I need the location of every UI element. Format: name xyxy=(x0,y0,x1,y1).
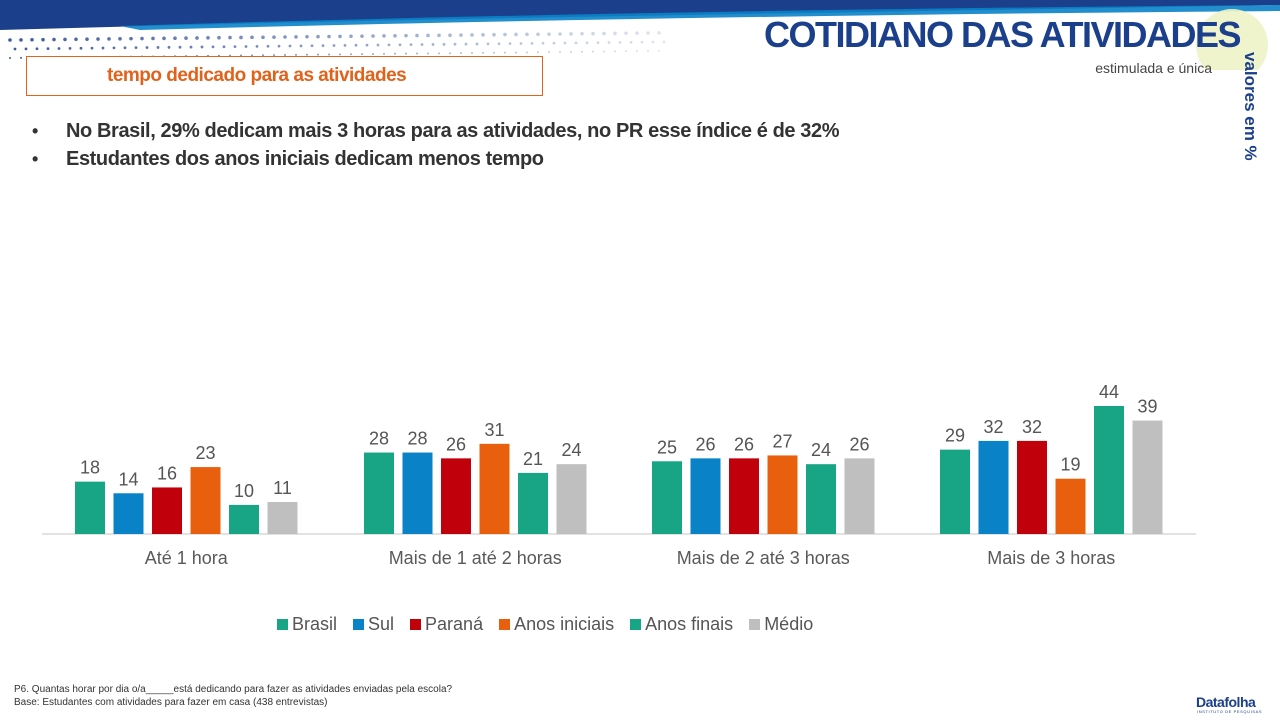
bar xyxy=(1055,478,1086,534)
x-tick-label: Mais de 1 até 2 horas xyxy=(389,548,562,568)
bar-data-label: 19 xyxy=(1060,455,1080,475)
bar xyxy=(844,458,875,534)
legend-item-medio: Médio xyxy=(749,614,813,635)
bar-data-label: 44 xyxy=(1099,382,1119,402)
bar xyxy=(402,452,433,534)
x-tick-label: Mais de 3 horas xyxy=(987,548,1115,568)
legend-swatch xyxy=(499,619,511,630)
chart-legend: Brasil Sul Paraná Anos iniciais Anos fin… xyxy=(277,614,813,635)
legend-label: Anos finais xyxy=(645,614,734,634)
legend-label: Médio xyxy=(764,614,814,634)
bar xyxy=(441,458,471,534)
bar xyxy=(1094,406,1124,534)
bar-data-label: 28 xyxy=(369,429,389,449)
legend-item-parana: Paraná xyxy=(410,614,483,635)
bar-data-label: 24 xyxy=(811,440,831,460)
page-subtitle: estimulada e única xyxy=(1095,60,1212,76)
section-title-box: tempo dedicado para as atividades xyxy=(26,56,543,96)
bar xyxy=(229,504,259,534)
bullet-item: Estudantes dos anos iniciais dedicam men… xyxy=(32,145,839,173)
legend-label: Anos iniciais xyxy=(514,614,615,634)
bar-data-label: 11 xyxy=(273,478,292,498)
bar xyxy=(556,464,587,534)
bar-data-label: 31 xyxy=(484,420,504,440)
bar-data-label: 39 xyxy=(1137,397,1157,417)
bar xyxy=(767,455,798,534)
bar xyxy=(75,481,105,534)
bar xyxy=(364,452,394,534)
bar xyxy=(267,502,298,534)
bar-data-label: 29 xyxy=(945,426,965,446)
bar xyxy=(1017,440,1047,534)
bar xyxy=(190,467,221,534)
legend-swatch xyxy=(749,619,761,630)
legend-item-sul: Sul xyxy=(353,614,394,635)
bar xyxy=(729,458,759,534)
section-title: tempo dedicado para as atividades xyxy=(107,65,407,86)
legend-item-anos-finais: Anos finais xyxy=(630,614,733,635)
units-label: valores em % xyxy=(1241,52,1260,161)
legend-label: Brasil xyxy=(292,614,338,634)
bar xyxy=(479,443,510,534)
x-tick-label: Até 1 hora xyxy=(145,548,229,568)
footnote: P6. Quantas horar por dia o/a_____está d… xyxy=(14,683,452,709)
bar xyxy=(806,464,836,534)
bar xyxy=(1132,420,1163,534)
brand-tagline: INSTITUTO DE PESQUISAS xyxy=(1197,709,1263,714)
bar-data-label: 32 xyxy=(983,417,1003,437)
bar-data-label: 26 xyxy=(734,434,754,454)
bar-data-label: 10 xyxy=(234,481,254,501)
bullet-list: No Brasil, 29% dedicam mais 3 horas para… xyxy=(32,117,840,173)
brand-logo: Datafolha xyxy=(1196,694,1256,710)
bar-data-label: 32 xyxy=(1022,417,1042,437)
legend-label: Paraná xyxy=(425,614,484,634)
bar-data-label: 26 xyxy=(695,434,715,454)
bar-data-label: 23 xyxy=(195,443,215,463)
bar-data-label: 25 xyxy=(657,437,677,457)
bar-data-label: 14 xyxy=(118,469,138,489)
bar xyxy=(652,461,682,534)
bar-data-label: 26 xyxy=(849,434,869,454)
bar xyxy=(518,472,548,534)
bar-data-label: 28 xyxy=(407,429,427,449)
bullet-item: No Brasil, 29% dedicam mais 3 horas para… xyxy=(32,117,840,145)
legend-swatch xyxy=(630,619,642,630)
bar xyxy=(690,458,721,534)
legend-swatch xyxy=(277,619,288,630)
legend-swatch xyxy=(410,619,422,630)
page-title: COTIDIANO DAS ATIVIDADES xyxy=(763,14,1242,55)
x-tick-label: Mais de 2 até 3 horas xyxy=(677,548,850,568)
bar xyxy=(113,493,144,534)
bar-data-label: 27 xyxy=(772,431,792,451)
bar-data-label: 18 xyxy=(80,458,100,478)
header-decoration xyxy=(0,0,1280,70)
footnote-question: P6. Quantas horar por dia o/a_____está d… xyxy=(14,684,453,695)
bar xyxy=(940,449,970,534)
bar-data-label: 26 xyxy=(446,434,466,454)
footnote-base: Base: Estudantes com atividades para faz… xyxy=(14,697,328,708)
legend-item-brasil: Brasil xyxy=(277,614,337,635)
bar-data-label: 16 xyxy=(157,463,177,483)
bar-data-label: 21 xyxy=(523,449,543,469)
bar xyxy=(978,440,1009,534)
bar-data-label: 24 xyxy=(561,440,581,460)
legend-label: Sul xyxy=(368,614,395,634)
bar-chart: 18 14 16 23 10 11 Até 1 hora 28 28 26 31 21 24 Mais d… xyxy=(42,382,1196,568)
bar xyxy=(152,487,182,534)
legend-swatch xyxy=(353,619,365,630)
legend-item-anos-iniciais: Anos iniciais xyxy=(499,614,614,635)
